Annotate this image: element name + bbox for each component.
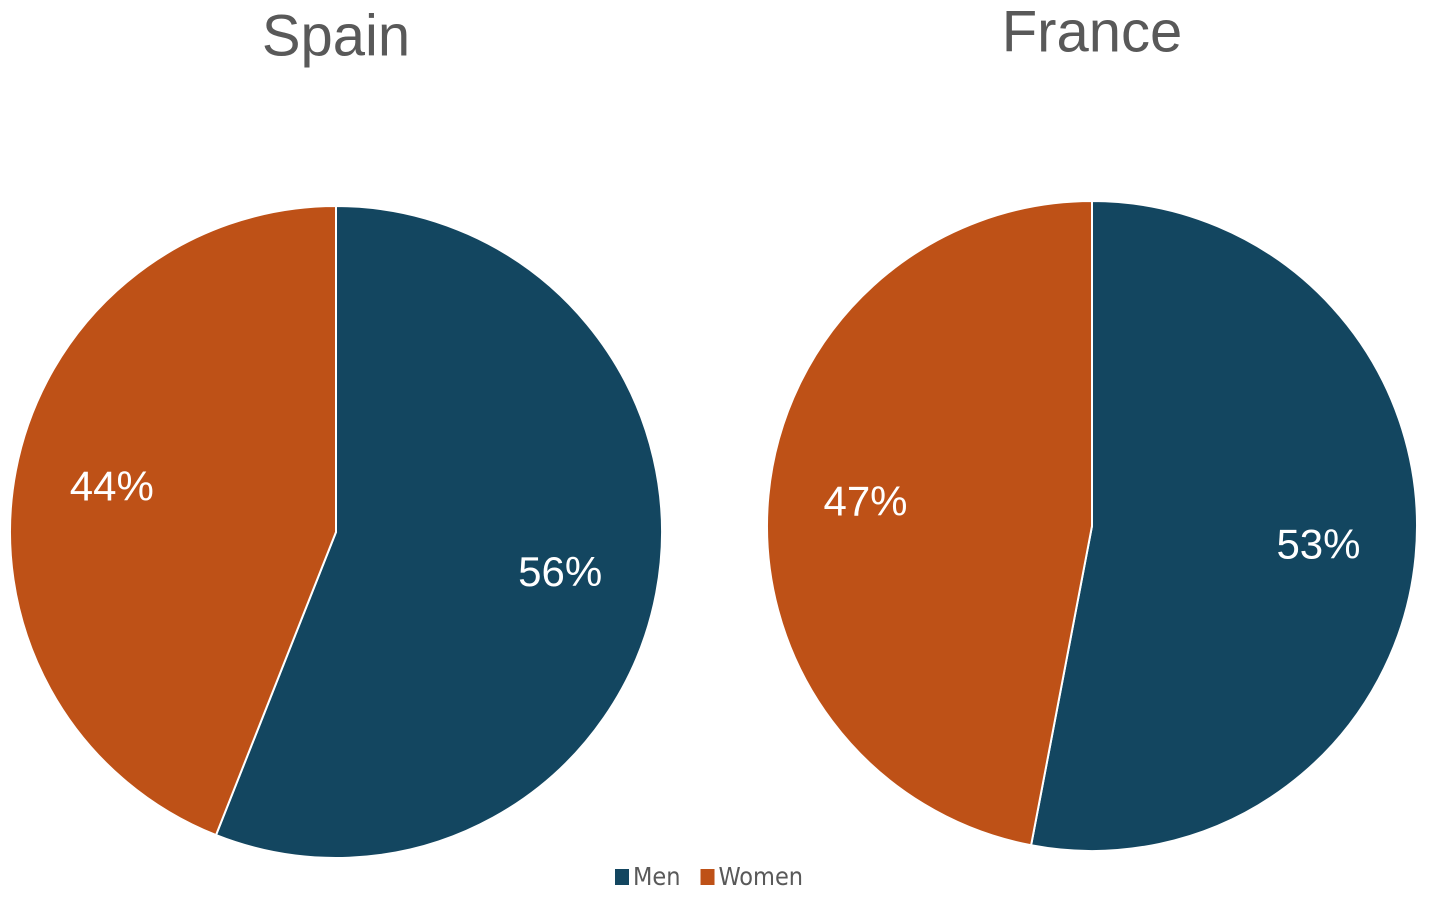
data-label: 56% xyxy=(518,548,602,595)
data-label: 47% xyxy=(823,478,907,525)
chart-title: France xyxy=(1002,0,1183,64)
data-label: 44% xyxy=(70,462,154,509)
pie-slice xyxy=(214,204,663,859)
legend-swatch xyxy=(615,869,629,885)
legend-label: Men xyxy=(633,862,681,891)
data-label: 53% xyxy=(1276,521,1360,568)
pie-slice xyxy=(766,199,1093,847)
legend-label: Women xyxy=(719,862,804,891)
pie-slice xyxy=(1029,199,1418,852)
pie-slice xyxy=(9,204,337,837)
legend-swatch xyxy=(700,869,715,885)
chart-title: Spain xyxy=(262,3,410,68)
